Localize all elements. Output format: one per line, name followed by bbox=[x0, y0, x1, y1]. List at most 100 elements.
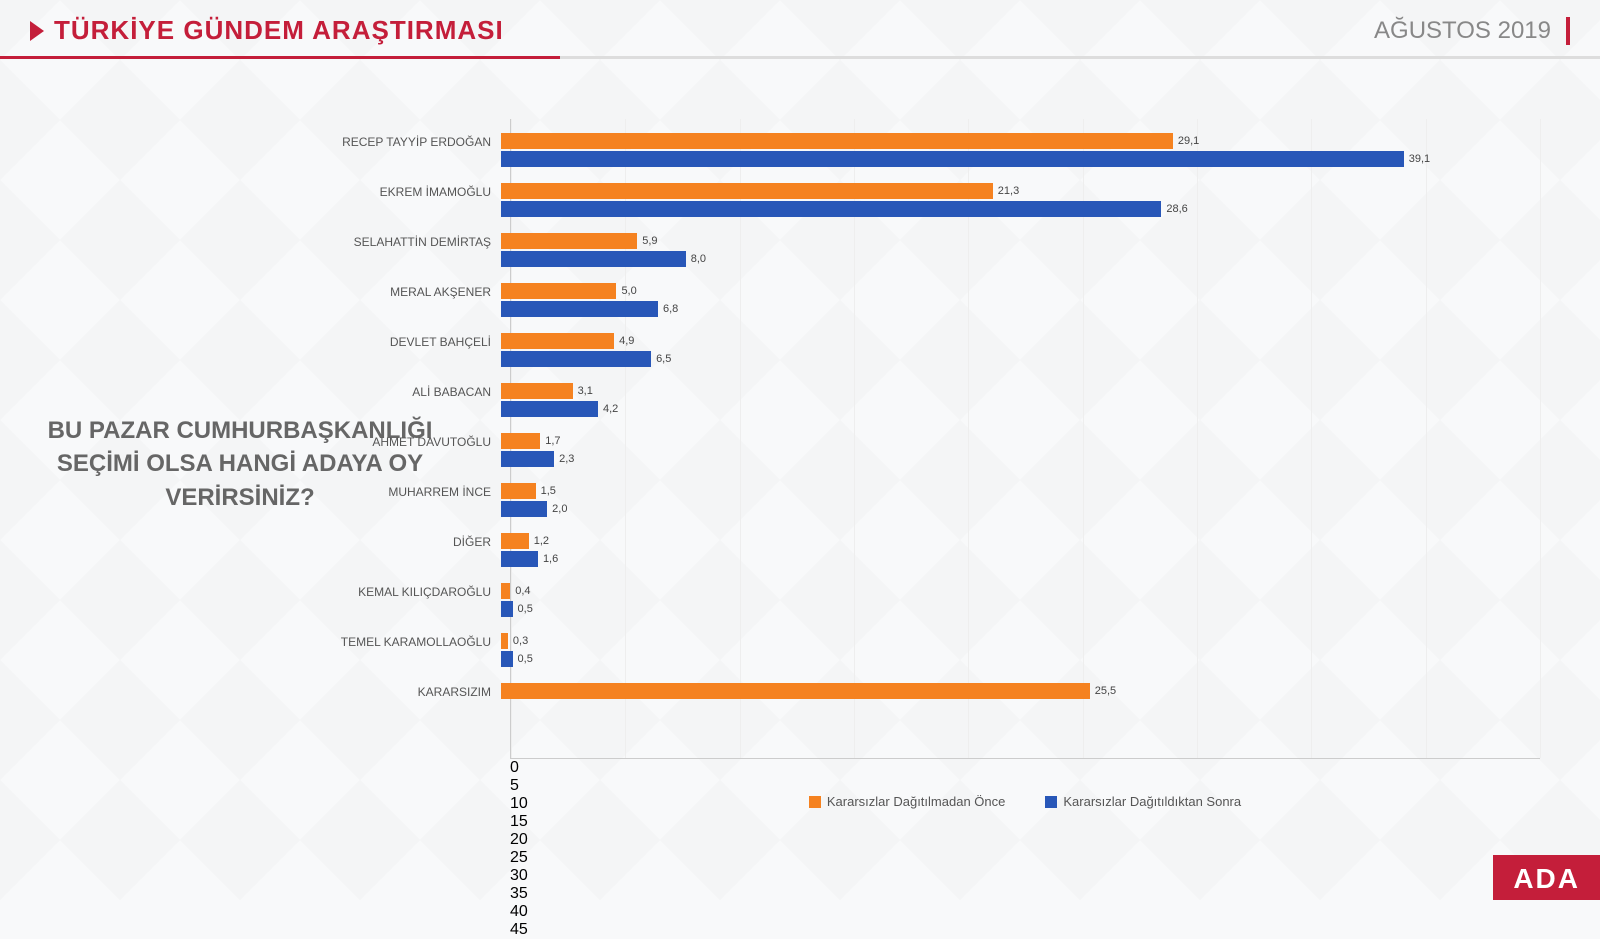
x-tick: 30 bbox=[510, 867, 1540, 885]
bar-value: 0,3 bbox=[513, 633, 528, 649]
page-title: TÜRKİYE GÜNDEM ARAŞTIRMASI bbox=[54, 15, 504, 46]
bar-group: 21,3 28,6 bbox=[501, 179, 1540, 229]
category-label: MERAL AKŞENER bbox=[331, 279, 501, 299]
x-axis: 051015202530354045 bbox=[510, 759, 1540, 779]
bar-value: 28,6 bbox=[1166, 201, 1187, 217]
bar-value: 39,1 bbox=[1409, 151, 1430, 167]
bar-value: 6,8 bbox=[663, 301, 678, 317]
bar-before: 0,4 bbox=[501, 583, 510, 599]
chart-row: DİĞER1,21,6 bbox=[511, 529, 1540, 579]
bar-before: 5,0 bbox=[501, 283, 616, 299]
bar-value: 4,2 bbox=[603, 401, 618, 417]
bar-before: 5,9 bbox=[501, 233, 637, 249]
chart-row: KARARSIZIM25,5 bbox=[511, 679, 1540, 709]
bar-group: 3,1 4,2 bbox=[501, 379, 1540, 429]
x-tick: 45 bbox=[510, 921, 1540, 939]
bar-value: 8,0 bbox=[691, 251, 706, 267]
bar-before: 1,5 bbox=[501, 483, 536, 499]
category-label: KEMAL KILIÇDAROĞLU bbox=[331, 579, 501, 599]
bar-value: 25,5 bbox=[1095, 683, 1116, 699]
question-panel: BU PAZAR CUMHURBAŞKANLIĞI SEÇİMİ OLSA HA… bbox=[30, 119, 450, 809]
x-tick: 20 bbox=[510, 831, 1540, 849]
bar-group: 1,2 1,6 bbox=[501, 529, 1540, 579]
content: BU PAZAR CUMHURBAŞKANLIĞI SEÇİMİ OLSA HA… bbox=[0, 79, 1600, 809]
chart-row: MERAL AKŞENER5,06,8 bbox=[511, 279, 1540, 329]
category-label: SELAHATTİN DEMİRTAŞ bbox=[331, 229, 501, 249]
category-label: EKREM İMAMOĞLU bbox=[331, 179, 501, 199]
bar-after: 1,6 bbox=[501, 551, 538, 567]
chart-area: RECEP TAYYİP ERDOĞAN29,139,1EKREM İMAMOĞ… bbox=[510, 119, 1540, 759]
bar-value: 6,5 bbox=[656, 351, 671, 367]
category-label: ALİ BABACAN bbox=[331, 379, 501, 399]
bar-value: 29,1 bbox=[1178, 133, 1199, 149]
bar-group: 1,5 2,0 bbox=[501, 479, 1540, 529]
x-tick: 40 bbox=[510, 903, 1540, 921]
bar-value: 3,1 bbox=[578, 383, 593, 399]
triangle-icon bbox=[30, 21, 44, 41]
bar-value: 2,0 bbox=[552, 501, 567, 517]
bar-group: 0,30,5 bbox=[501, 629, 1540, 679]
bar-value: 2,3 bbox=[559, 451, 574, 467]
chart-row: AHMET DAVUTOĞLU1,72,3 bbox=[511, 429, 1540, 479]
bar-after: 2,3 bbox=[501, 451, 554, 467]
bar-value: 1,5 bbox=[541, 483, 556, 499]
bar-value: 1,2 bbox=[534, 533, 549, 549]
bar-value: 0,4 bbox=[515, 583, 530, 599]
bar-after: 0,5 bbox=[501, 651, 513, 667]
chart-row: RECEP TAYYİP ERDOĞAN29,139,1 bbox=[511, 129, 1540, 179]
header-left: TÜRKİYE GÜNDEM ARAŞTIRMASI bbox=[30, 15, 504, 46]
bar-after: 0,5 bbox=[501, 601, 513, 617]
header: TÜRKİYE GÜNDEM ARAŞTIRMASI AĞUSTOS 2019 bbox=[0, 0, 1600, 56]
bar-value: 21,3 bbox=[998, 183, 1019, 199]
x-tick: 0 bbox=[510, 759, 1540, 777]
bar-after: 6,5 bbox=[501, 351, 651, 367]
brand-logo: ADA bbox=[1493, 855, 1600, 900]
bar-group: 29,1 39,1 bbox=[501, 129, 1540, 179]
x-tick: 15 bbox=[510, 813, 1540, 831]
bar-before: 4,9 bbox=[501, 333, 614, 349]
bar-group: 1,7 2,3 bbox=[501, 429, 1540, 479]
bar-group: 5,0 6,8 bbox=[501, 279, 1540, 329]
category-label: MUHARREM İNCE bbox=[331, 479, 501, 499]
chart-row: ALİ BABACAN3,14,2 bbox=[511, 379, 1540, 429]
bar-before: 1,7 bbox=[501, 433, 540, 449]
chart-row: KEMAL KILIÇDAROĞLU0,40,5 bbox=[511, 579, 1540, 629]
bar-after: 6,8 bbox=[501, 301, 658, 317]
bar-group: 4,9 6,5 bbox=[501, 329, 1540, 379]
bar-after: 28,6 bbox=[501, 201, 1161, 217]
bar-group: 0,40,5 bbox=[501, 579, 1540, 629]
bar-after: 4,2 bbox=[501, 401, 598, 417]
category-label: DİĞER bbox=[331, 529, 501, 549]
chart-row: EKREM İMAMOĞLU21,328,6 bbox=[511, 179, 1540, 229]
bar-value: 5,9 bbox=[642, 233, 657, 249]
bar-value: 5,0 bbox=[621, 283, 636, 299]
bar-before: 1,2 bbox=[501, 533, 529, 549]
bar-after: 2,0 bbox=[501, 501, 547, 517]
x-tick: 5 bbox=[510, 777, 1540, 795]
bar-group: 25,5 bbox=[501, 679, 1540, 709]
bar-group: 5,9 8,0 bbox=[501, 229, 1540, 279]
bar-value: 4,9 bbox=[619, 333, 634, 349]
report-date: AĞUSTOS 2019 bbox=[1374, 17, 1570, 45]
category-label: TEMEL KARAMOLLAOĞLU bbox=[331, 629, 501, 649]
category-label: KARARSIZIM bbox=[331, 679, 501, 699]
grid-line bbox=[1540, 119, 1541, 758]
bar-before: 0,3 bbox=[501, 633, 508, 649]
chart-row: MUHARREM İNCE1,52,0 bbox=[511, 479, 1540, 529]
bar-before: 21,3 bbox=[501, 183, 993, 199]
bar-value: 1,6 bbox=[543, 551, 558, 567]
chart-row: DEVLET BAHÇELİ4,96,5 bbox=[511, 329, 1540, 379]
category-label: RECEP TAYYİP ERDOĞAN bbox=[331, 129, 501, 149]
x-tick: 25 bbox=[510, 849, 1540, 867]
bar-after: 39,1 bbox=[501, 151, 1404, 167]
header-divider bbox=[0, 56, 1600, 59]
chart-row: TEMEL KARAMOLLAOĞLU0,30,5 bbox=[511, 629, 1540, 679]
category-label: DEVLET BAHÇELİ bbox=[331, 329, 501, 349]
chart-row: SELAHATTİN DEMİRTAŞ5,98,0 bbox=[511, 229, 1540, 279]
bar-value: 0,5 bbox=[518, 601, 533, 617]
bar-after: 8,0 bbox=[501, 251, 686, 267]
bar-value: 1,7 bbox=[545, 433, 560, 449]
bar-before: 3,1 bbox=[501, 383, 573, 399]
bar-value: 0,5 bbox=[518, 651, 533, 667]
x-tick: 10 bbox=[510, 795, 1540, 813]
